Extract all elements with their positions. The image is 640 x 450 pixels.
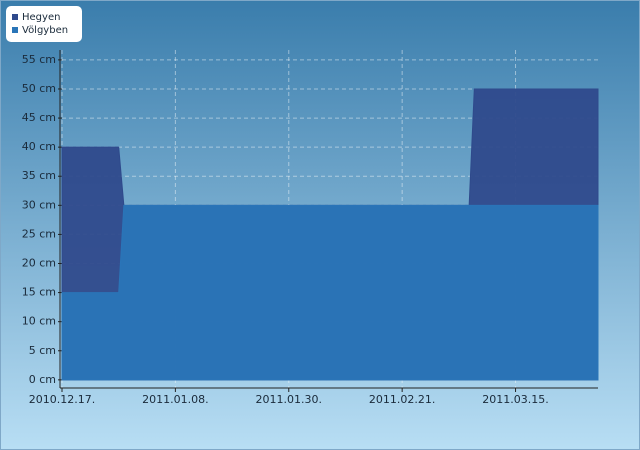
plot-area: 0 cm 5 cm 10 cm 15 cm 20 cm 25 cm 30 cm 35 cm 40…: [22, 50, 599, 406]
y-tick-label: 30 cm: [22, 198, 56, 211]
y-tick-label: 45 cm: [22, 111, 56, 124]
y-tick-label: 10 cm: [22, 315, 56, 328]
y-tick-label: 20 cm: [22, 257, 56, 270]
y-tick-label: 35 cm: [22, 169, 56, 182]
y-tick-label: 5 cm: [29, 344, 56, 357]
y-tick-label: 25 cm: [22, 227, 56, 240]
x-tick-label: 2011.02.21.: [369, 393, 435, 406]
x-tick-label: 2011.03.15.: [482, 393, 548, 406]
y-tick-label: 15 cm: [22, 286, 56, 299]
legend: Hegyen Völgyben: [6, 6, 82, 42]
legend-label: Hegyen: [22, 12, 60, 23]
x-tick-label: 2011.01.08.: [142, 393, 208, 406]
y-tick-label: 40 cm: [22, 140, 56, 153]
y-tick-label: 55 cm: [22, 53, 56, 66]
y-tick-label: 50 cm: [22, 82, 56, 95]
legend-box: [6, 6, 82, 42]
x-tick-label: 2011.01.30.: [256, 393, 322, 406]
y-tick-label: 0 cm: [29, 373, 56, 386]
area: [61, 204, 599, 381]
legend-swatch: [12, 14, 18, 20]
legend-label: Völgyben: [22, 25, 68, 36]
x-tick-label: 2010.12.17.: [29, 393, 95, 406]
legend-swatch: [12, 27, 18, 33]
